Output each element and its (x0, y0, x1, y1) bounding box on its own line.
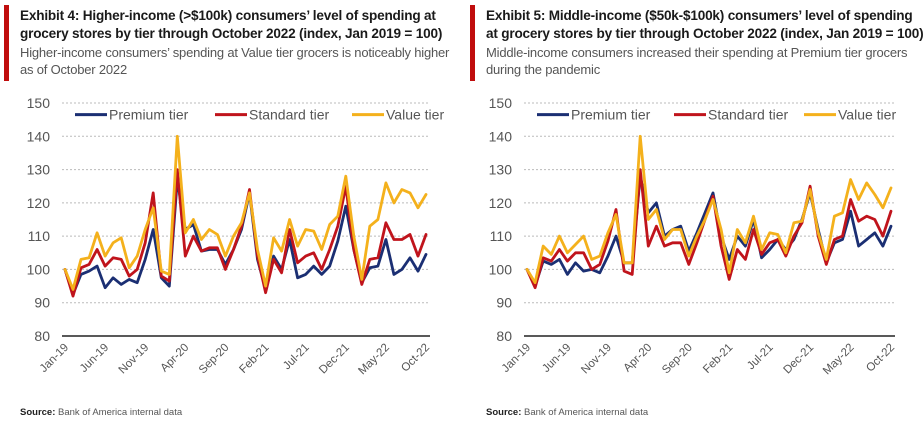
series-line-premium (63, 178, 428, 296)
y-tick-label: 120 (27, 195, 51, 211)
y-tick-label: 100 (27, 261, 51, 277)
legend-label-value: Value tier (386, 107, 444, 123)
source-text: Bank of America internal data (524, 407, 649, 418)
series-line-value (525, 134, 893, 285)
series-line-value (63, 134, 428, 291)
x-tick-label: Feb-21 (237, 342, 271, 376)
x-tick-label: Nov-19 (579, 342, 614, 377)
y-tick-label: 80 (34, 328, 50, 344)
source-note: Source: Bank of America internal data (20, 407, 182, 418)
chart-title: Exhibit 4: Higher-income (>$100k) consum… (20, 8, 443, 41)
y-tick-label: 110 (28, 228, 51, 244)
y-tick-label: 150 (489, 95, 513, 111)
x-tick-label: Jan-19 (500, 342, 533, 375)
legend-label-value: Value tier (838, 107, 896, 123)
y-tick-label: 80 (496, 328, 512, 344)
x-tick-label: Jul-21 (745, 342, 776, 373)
chart-title: Exhibit 5: Middle-income ($50k-$100k) co… (486, 8, 924, 41)
legend-label-premium: Premium tier (109, 107, 189, 123)
y-tick-label: 130 (27, 162, 51, 178)
y-tick-label: 100 (489, 261, 513, 277)
legend-label-standard: Standard tier (708, 107, 788, 123)
x-tick-label: Oct-22 (864, 342, 897, 375)
x-tick-label: Oct-22 (399, 342, 432, 375)
source-note: Source: Bank of America internal data (486, 407, 648, 418)
series-line-standard (63, 168, 428, 298)
source-text: Bank of America internal data (58, 407, 183, 418)
x-tick-label: May-22 (821, 342, 857, 378)
chart-subtitle: Higher-income consumers’ spending at Val… (20, 45, 450, 77)
exhibit-4-panel: Exhibit 4: Higher-income (>$100k) consum… (4, 5, 450, 418)
x-tick-label: Feb-21 (701, 342, 735, 376)
y-tick-label: 150 (27, 95, 51, 111)
source-label: Source: (20, 407, 56, 418)
source-label: Source: (486, 407, 522, 418)
x-tick-label: Sep-20 (197, 342, 232, 377)
chart-subtitle: Middle-income consumers increased their … (486, 45, 908, 77)
y-tick-label: 90 (34, 295, 50, 311)
x-tick-label: Jul-21 (281, 342, 312, 373)
x-tick-label: May-22 (356, 342, 392, 378)
accent-bar (470, 5, 475, 81)
exhibit-5-panel: Exhibit 5: Middle-income ($50k-$100k) co… (462, 0, 924, 424)
x-tick-label: Dec-21 (317, 342, 352, 377)
x-tick-label: Jun-19 (78, 342, 111, 375)
legend-label-standard: Standard tier (249, 107, 329, 123)
legend-label-premium: Premium tier (571, 107, 651, 123)
y-tick-label: 110 (490, 228, 513, 244)
x-tick-label: Jan-19 (38, 342, 71, 375)
y-tick-label: 130 (489, 162, 513, 178)
x-tick-label: Apr-20 (159, 342, 192, 375)
x-tick-label: Apr-20 (622, 342, 655, 375)
x-tick-label: Jun-19 (540, 342, 573, 375)
exhibit-4-chart: 80 90 100 110 120 130 140 150 Jan-19 Jun-19 Nov-19… (27, 95, 445, 378)
x-tick-label: Dec-21 (782, 342, 817, 377)
exhibit-5-chart: 80 90 100 110 120 130 140 150 Jan-19 Jun-19 Nov-19… (489, 95, 897, 378)
y-tick-label: 120 (489, 195, 513, 211)
x-tick-label: Nov-19 (117, 342, 152, 377)
accent-bar (4, 5, 9, 81)
y-tick-label: 90 (496, 295, 512, 311)
y-tick-label: 140 (27, 128, 51, 144)
x-tick-label: Sep-20 (660, 342, 695, 377)
y-tick-label: 140 (489, 128, 513, 144)
